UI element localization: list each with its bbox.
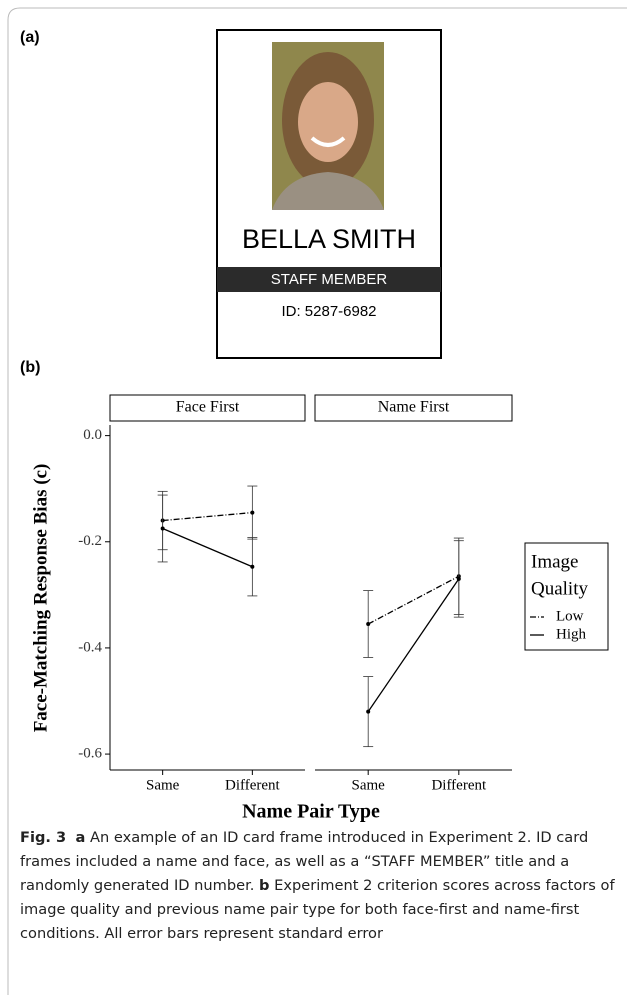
panel-label: (a) [20, 29, 40, 46]
y-axis-title: Face-Matching Response Bias (c) [30, 464, 51, 733]
fig-label: Fig. 3 [20, 829, 66, 846]
point [366, 710, 370, 714]
x-tick-label: Same [352, 777, 386, 793]
point [457, 577, 461, 581]
part-label: a [75, 829, 85, 846]
point [250, 511, 254, 515]
legend-title: Quality [531, 578, 588, 599]
y-tick-label: -0.6 [78, 746, 102, 762]
y-tick-label: 0.0 [83, 427, 102, 443]
chart: 0.0 -0.2 -0.4 -0.6 Face-Matching Response Bi… [30, 395, 608, 823]
point [161, 527, 165, 531]
x-tick-label: Same [146, 777, 180, 793]
x-tick-label: Different [431, 777, 487, 793]
series-line [163, 529, 253, 567]
part-label: b [259, 877, 269, 894]
legend-label: High [556, 626, 587, 642]
y-tick-label: -0.4 [78, 639, 102, 655]
legend-title: Image [531, 551, 578, 572]
caption: Fig. 3 a An example of an ID card frame … [20, 826, 618, 946]
facet-title: Face First [176, 399, 240, 416]
panel-label: (b) [20, 359, 40, 376]
id-number: ID: 5287-6982 [281, 303, 376, 320]
series-line [368, 579, 459, 712]
y-tick-label: -0.2 [78, 533, 102, 549]
x-axis-title: Name Pair Type [242, 801, 380, 823]
id-name: BELLA SMITH [242, 224, 416, 254]
series-line [368, 576, 459, 624]
series-line [163, 513, 253, 521]
legend-label: Low [556, 608, 584, 624]
point [250, 565, 254, 569]
photo [272, 42, 384, 210]
x-tick-label: Different [225, 777, 281, 793]
id-role: STAFF MEMBER [271, 271, 388, 288]
page: { "panel_a_label": "(a)", "panel_b_label… [0, 0, 627, 995]
facet-title: Name First [378, 399, 450, 416]
point [366, 622, 370, 626]
